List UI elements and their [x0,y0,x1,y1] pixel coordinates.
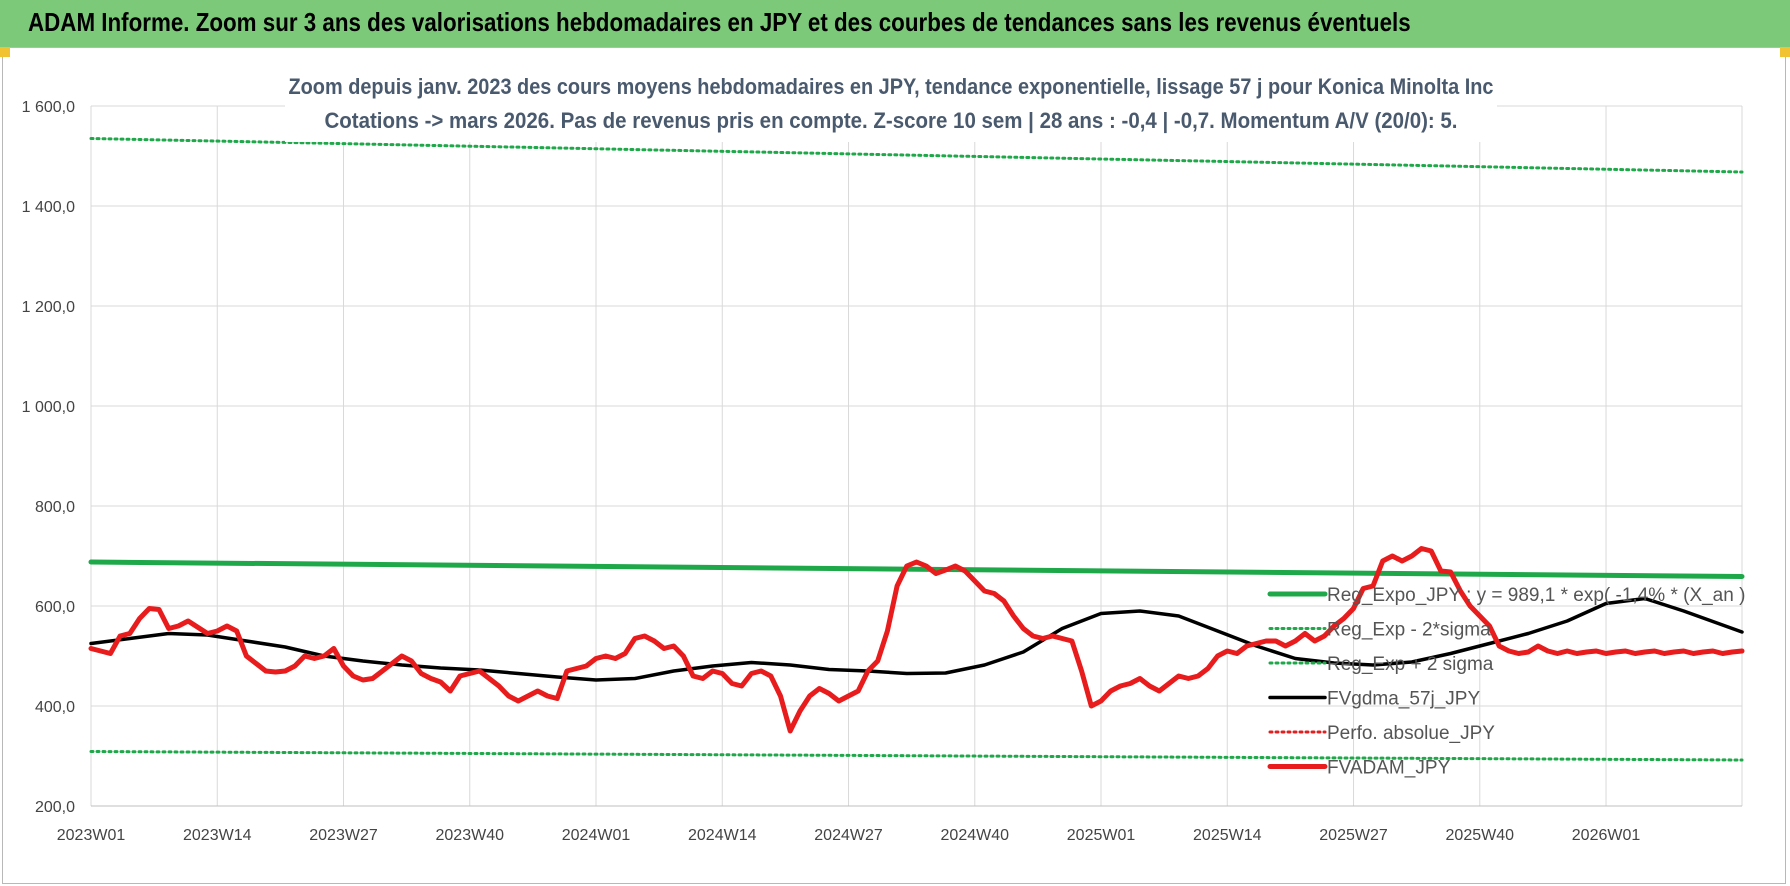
legend-entry-label: Perfo. absolue_JPY [1327,723,1495,744]
x-tick-label: 2023W14 [183,827,252,844]
x-tick-label: 2024W01 [562,827,631,844]
y-tick-label: 600,0 [35,599,75,616]
x-tick-label: 2024W27 [814,827,883,844]
legend-entry-label: Reg_Exp + 2 sigma [1327,654,1494,675]
series-line-0 [88,559,1745,579]
grid-layer [90,105,1743,807]
y-tick-label: 1 600,0 [22,99,75,116]
y-tick-label: 1 200,0 [22,299,75,316]
y-tick-label: 200,0 [35,799,75,816]
x-tick-label: 2023W01 [57,827,126,844]
y-tick-label: 400,0 [35,699,75,716]
chart-title-backdrop [285,68,1497,142]
legend-entry-label: Reg_Exp - 2*sigma [1327,620,1491,641]
legend-entry-label: FVgdma_57j_JPY [1327,689,1480,710]
x-tick-label: 2023W27 [309,827,378,844]
chart-title-line-2: Cotations -> mars 2026. Pas de revenus p… [325,108,1458,133]
x-tick-label: 2025W40 [1446,827,1515,844]
report-banner: ADAM Informe. Zoom sur 3 ans des valoris… [0,0,1790,48]
chart-title-line-1: Zoom depuis janv. 2023 des cours moyens … [289,74,1494,99]
x-tick-label: 2023W40 [436,827,505,844]
plot-area [91,106,1742,806]
x-tick-label: 2024W40 [941,827,1010,844]
x-tick-label: 2025W14 [1193,827,1262,844]
y-tick-label: 1 400,0 [22,199,75,216]
x-tick-label: 2026W01 [1572,827,1641,844]
axis-layer: 200,0 400,0 600,0 800,0 1 000,0 1 200,0 1 400,… [22,99,1742,844]
series-line-3 [89,596,1744,682]
legend-entry-label: FVADAM_JPY [1327,758,1451,779]
series-line-5 [88,546,1745,734]
legend-entry-label: Reg_Expo_JPY : y = 989,1 * exp( -1,4% * … [1327,585,1745,606]
y-tick-label: 800,0 [35,499,75,516]
x-tick-label: 2025W27 [1319,827,1388,844]
x-tick-label: 2024W14 [688,827,757,844]
series-line-1 [89,750,1744,762]
report-title: ADAM Informe. Zoom sur 3 ans des valoris… [28,7,1411,37]
series-line-2 [89,137,1744,174]
chart-frame [2,47,1786,884]
chart-title-layer: Zoom depuis janv. 2023 des cours moyens … [285,68,1497,142]
y-tick-label: 1 000,0 [22,399,75,416]
series-layer [88,137,1745,762]
frame-corner-marker [0,47,10,57]
x-tick-label: 2025W01 [1067,827,1136,844]
frame-corner-marker [1780,47,1790,57]
legend-layer: Reg_Expo_JPY : y = 989,1 * exp( -1,4% * … [1267,585,1745,779]
